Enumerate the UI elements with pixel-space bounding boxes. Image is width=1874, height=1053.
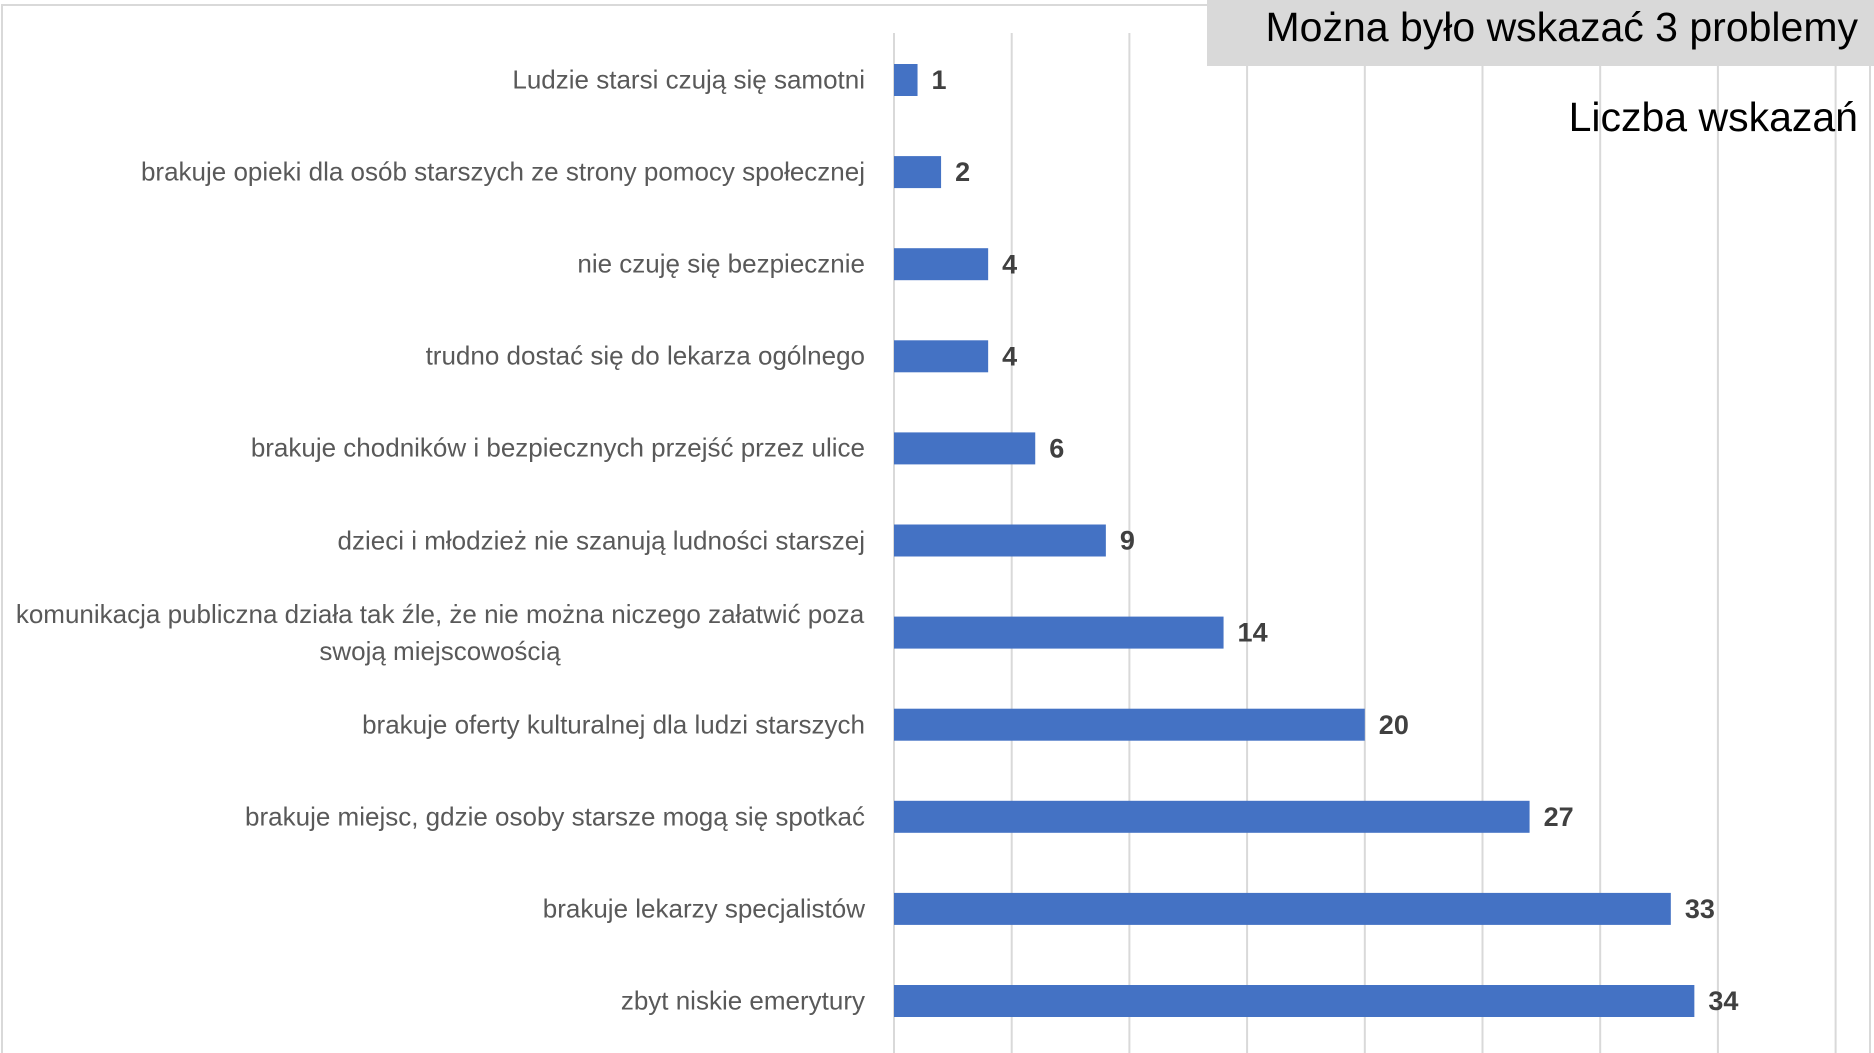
value-label: 27: [1544, 802, 1574, 832]
bar: [894, 892, 1671, 925]
y-tick-label: nie czuję się bezpiecznie: [577, 248, 865, 279]
bar: [894, 340, 989, 373]
value-label: 4: [1002, 249, 1017, 279]
chart-frame: [1, 4, 1871, 1053]
y-tick-label: trudno dostać się do lekarza ogólnego: [425, 340, 865, 371]
y-tick-label: Ludzie starsi czują się samotni: [512, 64, 865, 95]
value-label: 1: [932, 65, 947, 95]
value-label: 2: [955, 157, 970, 187]
value-label: 33: [1685, 894, 1715, 924]
y-tick-label: brakuje opieki dla osób starszych ze str…: [140, 156, 865, 187]
title-box: [1207, 0, 1874, 66]
bar: [894, 708, 1365, 741]
bar: [894, 616, 1224, 649]
bar: [894, 800, 1530, 833]
value-label: 14: [1238, 618, 1268, 648]
bar: [894, 985, 1695, 1017]
value-label: 20: [1379, 710, 1409, 740]
y-tick-label: brakuje lekarzy specjalistów: [542, 893, 865, 924]
bar: [894, 432, 1036, 465]
value-label: 34: [1708, 986, 1738, 1016]
chart-title: Można było wskazać 3 problemy: [1266, 4, 1859, 50]
value-label: 9: [1120, 526, 1135, 556]
y-tick-label: brakuje miejsc, gdzie osoby starsze mogą…: [245, 801, 865, 832]
y-tick-label: dzieci i młodzież nie szanują ludności s…: [337, 525, 865, 555]
bars: 1 2 4 4 6 9 14 20 27 33 34: [894, 64, 1738, 1017]
y-tick-label: komunikacja publiczna działa tak źle, że…: [15, 598, 865, 666]
bar: [894, 248, 989, 281]
value-label: 6: [1049, 434, 1064, 464]
bar: [894, 524, 1106, 557]
y-tick-label: brakuje chodników i bezpiecznych przejść…: [250, 432, 865, 463]
grid: [893, 33, 1837, 1053]
bar: [894, 156, 942, 189]
value-label: 4: [1002, 341, 1017, 371]
y-tick-label: brakuje oferty kulturalnej dla ludzi sta…: [362, 709, 865, 740]
y-tick-label: zbyt niskie emerytury: [620, 985, 865, 1016]
bar: [894, 64, 918, 96]
chart-subtitle: Liczba wskazań: [1569, 94, 1858, 140]
